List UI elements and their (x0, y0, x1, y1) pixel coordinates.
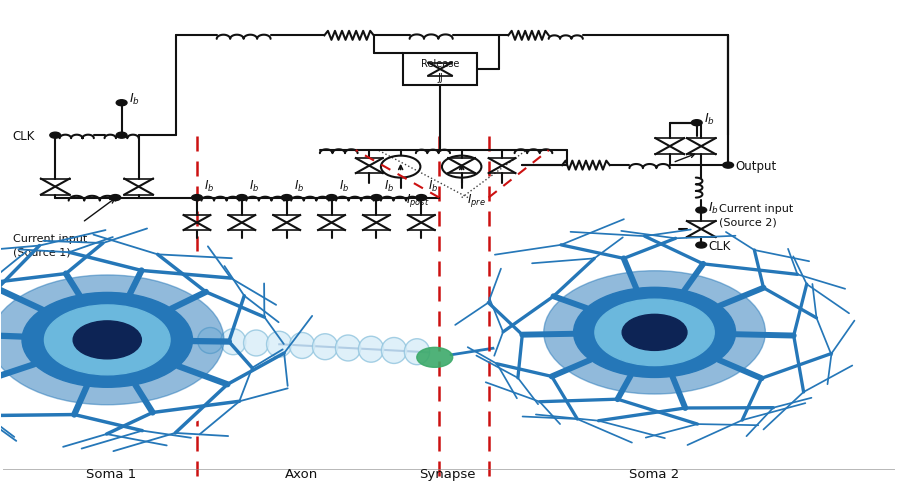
Text: $I_b$: $I_b$ (708, 200, 719, 216)
Text: Release: Release (421, 59, 459, 69)
Text: CLK: CLK (13, 129, 34, 142)
Text: $I_b$: $I_b$ (428, 178, 439, 193)
Text: $I_b$: $I_b$ (249, 178, 259, 193)
Circle shape (192, 195, 202, 201)
Circle shape (237, 195, 248, 201)
Text: $I_{pre}$: $I_{pre}$ (467, 192, 486, 209)
Circle shape (110, 195, 121, 201)
Circle shape (417, 348, 453, 368)
Circle shape (0, 245, 278, 435)
Circle shape (544, 271, 765, 394)
Circle shape (723, 163, 734, 169)
Circle shape (573, 288, 735, 378)
Text: $I_{post}$: $I_{post}$ (406, 192, 429, 209)
Circle shape (416, 195, 427, 201)
Circle shape (22, 293, 193, 387)
Circle shape (691, 120, 702, 126)
Circle shape (116, 101, 127, 107)
Ellipse shape (382, 338, 407, 364)
Text: $I_b$: $I_b$ (338, 178, 349, 193)
Circle shape (73, 321, 141, 359)
Ellipse shape (198, 328, 223, 354)
Ellipse shape (266, 332, 292, 358)
Circle shape (326, 195, 337, 201)
Circle shape (595, 300, 715, 366)
Ellipse shape (404, 339, 429, 365)
Text: $I_b$: $I_b$ (294, 178, 304, 193)
Circle shape (50, 133, 60, 139)
Ellipse shape (336, 335, 361, 361)
Circle shape (492, 243, 816, 423)
Ellipse shape (290, 333, 315, 359)
Text: Current input
(Source 2): Current input (Source 2) (719, 203, 794, 227)
Text: Axon: Axon (285, 467, 319, 479)
Text: $I_b$: $I_b$ (383, 178, 394, 193)
Circle shape (116, 133, 127, 139)
Text: Synapse: Synapse (419, 467, 475, 479)
Ellipse shape (220, 329, 246, 355)
Text: Output: Output (735, 159, 777, 172)
Circle shape (622, 315, 687, 351)
Text: Soma 2: Soma 2 (629, 467, 680, 479)
Ellipse shape (358, 337, 383, 363)
Circle shape (696, 207, 706, 213)
Text: $I_b$: $I_b$ (129, 92, 140, 107)
Circle shape (371, 195, 382, 201)
Text: Current input
(Source 1): Current input (Source 1) (14, 233, 87, 257)
Circle shape (44, 305, 170, 375)
Ellipse shape (244, 330, 269, 356)
Text: $I_b$: $I_b$ (704, 111, 715, 127)
Circle shape (0, 276, 224, 405)
Text: JJ: JJ (437, 73, 443, 83)
Ellipse shape (312, 334, 338, 360)
Text: Soma 1: Soma 1 (86, 467, 136, 479)
Circle shape (696, 242, 706, 248)
Text: $I_b$: $I_b$ (204, 178, 214, 193)
Text: CLK: CLK (708, 239, 731, 252)
Circle shape (282, 195, 292, 201)
